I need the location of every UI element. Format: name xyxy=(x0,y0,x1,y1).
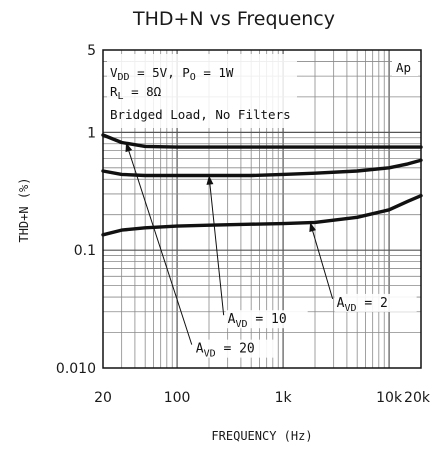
plot-frame xyxy=(102,49,422,369)
x-tick-label: 1k xyxy=(275,390,293,406)
x-tick-labels: 20 100 1k 10k 20k xyxy=(94,390,431,406)
ap-logo: Ap xyxy=(396,60,411,75)
conditions-box-bg xyxy=(107,54,297,128)
annotation-arrowhead-1 xyxy=(125,142,133,153)
x-tick-label: 20 xyxy=(94,390,112,406)
y-axis-label: THD+N (%) xyxy=(17,177,31,242)
annotation-label-bg-2 xyxy=(225,310,308,329)
annotation-label-2: AVD = 10 xyxy=(228,312,287,330)
annotation-label-1: AVD = 20 xyxy=(196,342,255,360)
annotation-leader-1 xyxy=(125,142,193,345)
chart-title: THD+N vs Frequency xyxy=(132,8,335,30)
x-tick-label: 100 xyxy=(164,390,191,406)
x-axis-label: FREQUENCY (Hz) xyxy=(211,429,312,443)
annotation-leader-3 xyxy=(309,222,334,300)
annotation-leader-2 xyxy=(208,175,225,316)
y-tick-label: 0.1 xyxy=(74,243,96,259)
annotation-arrowhead-3 xyxy=(309,222,317,233)
annotation-label-bg-1 xyxy=(193,339,276,358)
y-tick-label: 1 xyxy=(87,125,96,141)
series-layer xyxy=(101,133,423,237)
conditions-line-1: VDD = 5V, PO = 1W xyxy=(110,65,234,83)
y-tick-label: 5 xyxy=(87,43,96,59)
conditions-line-2: RL = 8Ω xyxy=(110,84,162,102)
series-line-2 xyxy=(101,158,423,178)
x-tick-label: 10k xyxy=(376,390,403,406)
annotation-layer: AVD = 20 AVD = 10 AVD = 2 xyxy=(125,142,417,360)
series-line-3 xyxy=(101,193,423,237)
logo-bg xyxy=(392,58,418,76)
y-tick-labels: 0.010 0.1 1 5 xyxy=(56,43,96,377)
conditions-line-3: Bridged Load, No Filters xyxy=(110,107,291,122)
annotation-label-bg-3 xyxy=(334,293,417,312)
annotation-label-3: AVD = 2 xyxy=(337,296,388,314)
x-tick-label: 20k xyxy=(404,390,431,406)
annotation-arrowhead-2 xyxy=(206,175,214,185)
y-tick-label: 0.010 xyxy=(56,361,96,377)
series-line-1 xyxy=(101,133,423,149)
